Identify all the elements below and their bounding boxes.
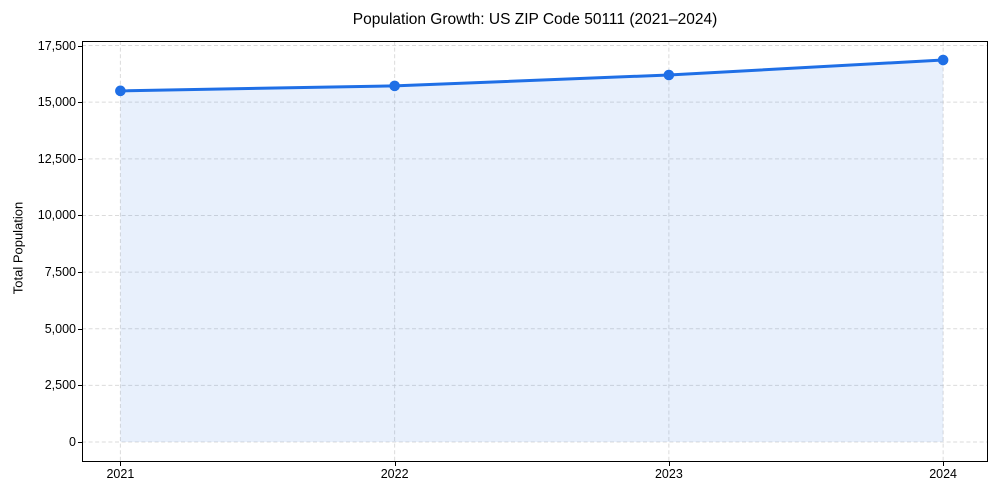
plot-area	[82, 41, 988, 462]
x-tick-label: 2023	[654, 467, 683, 481]
y-tick-label: 5,000	[44, 321, 76, 336]
axes-spines	[82, 41, 988, 462]
trend-line	[118, 58, 945, 93]
y-tick-label: 0	[69, 435, 76, 450]
y-tick-label: 10,000	[37, 208, 76, 223]
data-point-2021	[115, 85, 126, 97]
x-tick-mark	[395, 462, 396, 466]
y-tick-mark	[78, 329, 82, 330]
y-tick-mark	[78, 159, 82, 160]
y-tick-mark	[78, 272, 82, 273]
y-tick-mark	[78, 46, 82, 47]
x-tick-mark	[669, 462, 670, 466]
data-point-2023	[663, 69, 675, 81]
y-tick-label: 17,500	[37, 38, 76, 53]
y-tick-mark	[78, 215, 82, 216]
y-tick-mark	[78, 102, 82, 103]
data-point-2022	[389, 80, 400, 92]
x-tick-label: 2024	[929, 467, 958, 481]
y-tick-label: 2,500	[44, 378, 76, 393]
data-point-2024	[937, 54, 949, 66]
y-tick-mark	[78, 385, 82, 386]
y-tick-label: 15,000	[37, 95, 76, 110]
x-tick-label: 2022	[380, 467, 409, 481]
x-tick-mark	[120, 462, 121, 466]
x-tick-mark	[943, 462, 944, 466]
y-tick-label: 7,500	[44, 265, 76, 280]
area-fill	[120, 60, 944, 443]
y-tick-label: 12,500	[37, 151, 76, 166]
chart-title: Population Growth: US ZIP Code 50111 (20…	[352, 11, 718, 28]
x-tick-label: 2021	[106, 467, 135, 481]
y-tick-mark	[78, 442, 82, 443]
